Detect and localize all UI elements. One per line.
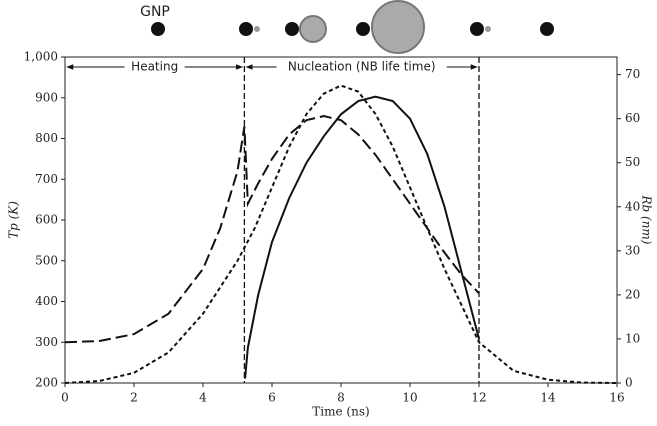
y2-tick-label: 20: [625, 287, 640, 301]
y2-tick-label: 10: [625, 331, 640, 345]
nucleation-label: Nucleation (NB life time): [288, 60, 436, 74]
y2-tick-label: 0: [625, 376, 633, 390]
y-tick-label: 900: [35, 90, 58, 104]
x-tick-label: 16: [609, 391, 624, 405]
y-tick-label: 800: [35, 131, 58, 145]
y-tick-label: 700: [35, 172, 58, 186]
y2-tick-label: 50: [625, 155, 640, 169]
y-axis-label: Tp (K): [7, 201, 21, 239]
gnp-label: GNP: [140, 4, 170, 20]
label-bg: [124, 59, 185, 75]
y2-tick-label: 70: [625, 67, 640, 81]
plot-frame: [64, 56, 618, 384]
y2-tick-label: 40: [625, 199, 640, 213]
x-tick-label: 14: [540, 391, 556, 405]
y-tick-label: 500: [35, 253, 58, 267]
y2-axis-label: Rb (nm): [640, 194, 654, 244]
x-tick-label: 2: [130, 391, 138, 405]
x-tick-label: 8: [337, 391, 345, 405]
y-tick-label: 300: [35, 335, 58, 349]
x-tick-label: 0: [61, 391, 69, 405]
x-tick-label: 10: [402, 391, 417, 405]
x-axis-label: Time (ns): [312, 405, 369, 419]
series-line: [244, 95, 480, 379]
y-tick-label: 200: [35, 376, 58, 390]
heating-label: Heating: [131, 60, 178, 74]
x-tick-label: 4: [199, 391, 207, 405]
label-bg: [276, 59, 447, 75]
y-tick-label: 1,000: [24, 50, 58, 64]
y-tick-label: 600: [35, 213, 58, 227]
y-tick-label: 400: [35, 294, 58, 308]
y2-tick-label: 30: [625, 243, 640, 257]
x-tick-label: 12: [471, 391, 486, 405]
series-line: [64, 84, 618, 384]
schematic: [151, 0, 554, 54]
series-line: [64, 115, 480, 344]
y2-tick-label: 60: [625, 111, 640, 125]
x-tick-label: 6: [268, 391, 276, 405]
